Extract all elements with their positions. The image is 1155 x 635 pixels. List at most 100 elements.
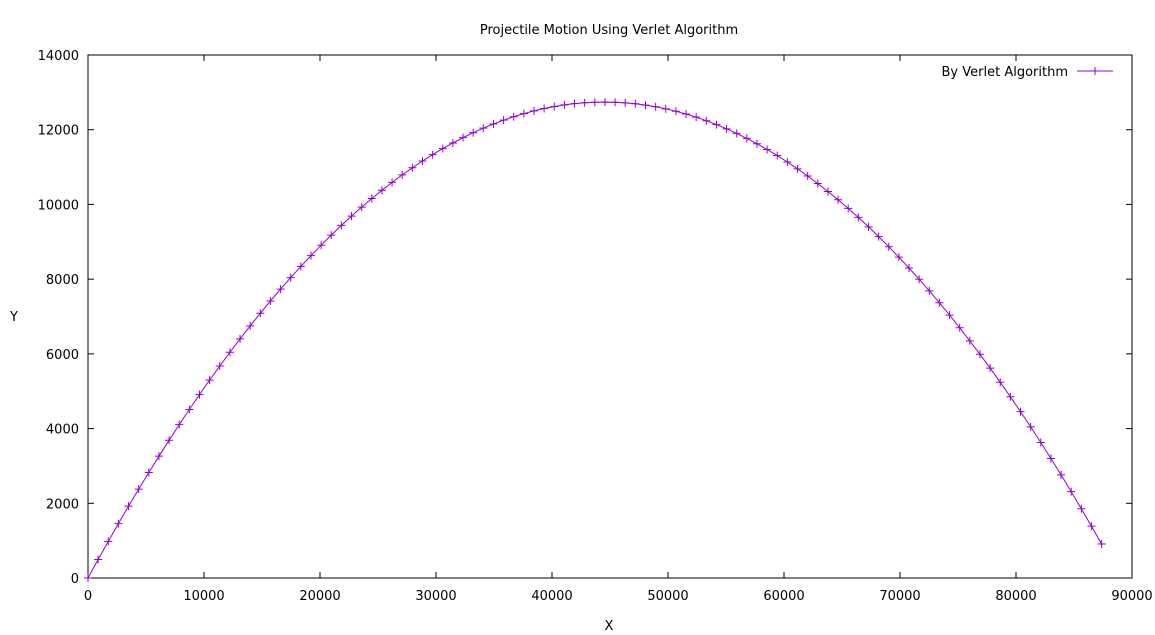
data-point [104,537,113,546]
data-point [823,187,832,196]
data-point [154,452,163,461]
data-point [1046,454,1055,463]
y-tick-label: 2000 [46,497,79,512]
data-point [661,104,670,113]
series-layer [84,98,1106,582]
data-point [570,99,579,108]
data-point [529,106,538,115]
data-point [945,311,954,320]
data-point [844,204,853,213]
legend: By Verlet Algorithm [942,65,1113,80]
data-point [915,275,924,284]
x-axis-title: X [605,619,614,634]
data-point [590,98,599,107]
data-point [1067,487,1076,496]
data-point [671,107,680,116]
legend-label: By Verlet Algorithm [942,65,1068,80]
data-point [783,158,792,167]
y-tick-label: 4000 [46,423,79,438]
data-point [1016,407,1025,416]
x-axis: 0 10000 20000 30000 40000 50000 60000 70000 8000… [84,55,1153,604]
data-point [580,98,589,107]
data-point [438,144,447,153]
x-tick-label: 10000 [183,589,224,604]
y-tick-label: 12000 [38,124,79,139]
data-point [1026,422,1035,431]
data-point [560,100,569,109]
data-point [367,194,376,203]
data-point [864,222,873,231]
data-point [317,241,326,250]
data-point [377,186,386,195]
data-point [286,273,295,282]
data-point [306,251,315,260]
x-tick-label: 30000 [415,589,456,604]
data-point [732,129,741,138]
data-point [489,119,498,128]
data-point [884,242,893,251]
data-point [84,574,92,582]
y-tick-label: 0 [71,572,79,587]
data-point [459,133,468,142]
x-tick-label: 0 [84,589,92,604]
data-point [651,102,660,111]
data-point [1057,470,1066,479]
data-point [519,109,528,118]
data-point [874,232,883,241]
data-point [540,104,549,113]
x-tick-label: 40000 [531,589,572,604]
data-point [185,405,194,414]
data-point [702,116,711,125]
data-point [965,336,974,345]
data-point [955,323,964,332]
data-point [448,138,457,147]
data-point [996,378,1005,387]
data-point [813,179,822,188]
data-point [165,436,174,445]
data-point [600,98,609,107]
data-point [986,364,995,373]
data-point [894,253,903,262]
data-point [834,195,843,204]
data-point [215,362,224,371]
data-point [773,151,782,160]
legend-marker [1091,67,1099,75]
data-point [631,99,640,108]
data-point [1077,504,1086,513]
data-point [428,150,437,159]
data-point [1087,522,1096,531]
data-point [327,231,336,240]
data-point [266,297,275,306]
data-point [296,262,305,271]
data-point [144,468,153,477]
data-point [621,98,630,107]
data-point [975,350,984,359]
data-point [418,157,427,166]
data-point [641,101,650,110]
data-point [469,128,478,137]
y-tick-label: 8000 [46,273,79,288]
data-point [1006,392,1015,401]
y-tick-label: 10000 [38,198,79,213]
data-point [479,124,488,133]
data-point [246,321,255,330]
data-point [712,120,721,129]
data-point [499,116,508,125]
data-point [357,203,366,212]
data-point [935,298,944,307]
x-tick-label: 60000 [763,589,804,604]
data-point [682,110,691,119]
data-point [175,420,184,429]
chart-title: Projectile Motion Using Verlet Algorithm [480,23,738,38]
data-point [195,390,204,399]
data-point [611,98,620,107]
x-tick-label: 80000 [995,589,1036,604]
data-point [225,348,234,357]
data-point [205,376,214,385]
y-axis: 0 2000 4000 6000 8000 10000 12000 14000 [38,49,1132,587]
data-point [337,221,346,230]
data-point [763,145,772,154]
x-tick-label: 20000 [299,589,340,604]
data-point [114,519,123,528]
